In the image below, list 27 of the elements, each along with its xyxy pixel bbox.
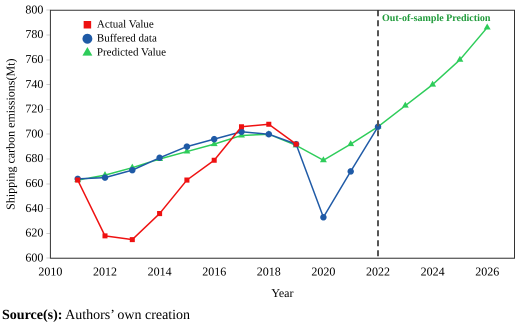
legend-label: Buffered data	[96, 32, 157, 45]
y-tick-label: 800	[25, 2, 44, 16]
x-tick-label: 2014	[148, 264, 172, 279]
y-axis-title: Shipping carbon emissions(Mt)	[3, 58, 18, 210]
ref-line-label: Out-of-sample Prediction	[382, 12, 491, 24]
x-axis-title: Year	[271, 286, 294, 300]
y-tick-label: 700	[25, 126, 44, 140]
y-tick-label: 620	[25, 226, 44, 240]
y-tick-label: 660	[25, 176, 44, 190]
x-tick-label: 2026	[475, 264, 500, 279]
x-tick-label: 2012	[93, 264, 117, 279]
y-tick-label: 760	[25, 52, 44, 66]
legend-label: Predicted Value	[96, 46, 166, 59]
y-tick-label: 640	[25, 200, 44, 215]
y-tick-label: 680	[25, 151, 44, 166]
y-tick-label: 740	[25, 76, 44, 91]
y-tick-label: 600	[25, 250, 44, 264]
y-tick-label: 720	[25, 102, 44, 116]
legend-label: Actual Value	[96, 18, 154, 31]
source-note: Source(s): Authors’ own creation	[2, 308, 190, 324]
x-tick-label: 2016	[202, 264, 226, 279]
x-tick-label: 2020	[311, 264, 336, 279]
x-tick-label: 2018	[256, 264, 281, 279]
x-tick-label: 2024	[420, 264, 445, 279]
x-tick-label: 2010	[38, 264, 62, 279]
y-tick-label: 780	[25, 27, 44, 42]
x-tick-label: 2022	[366, 264, 390, 279]
